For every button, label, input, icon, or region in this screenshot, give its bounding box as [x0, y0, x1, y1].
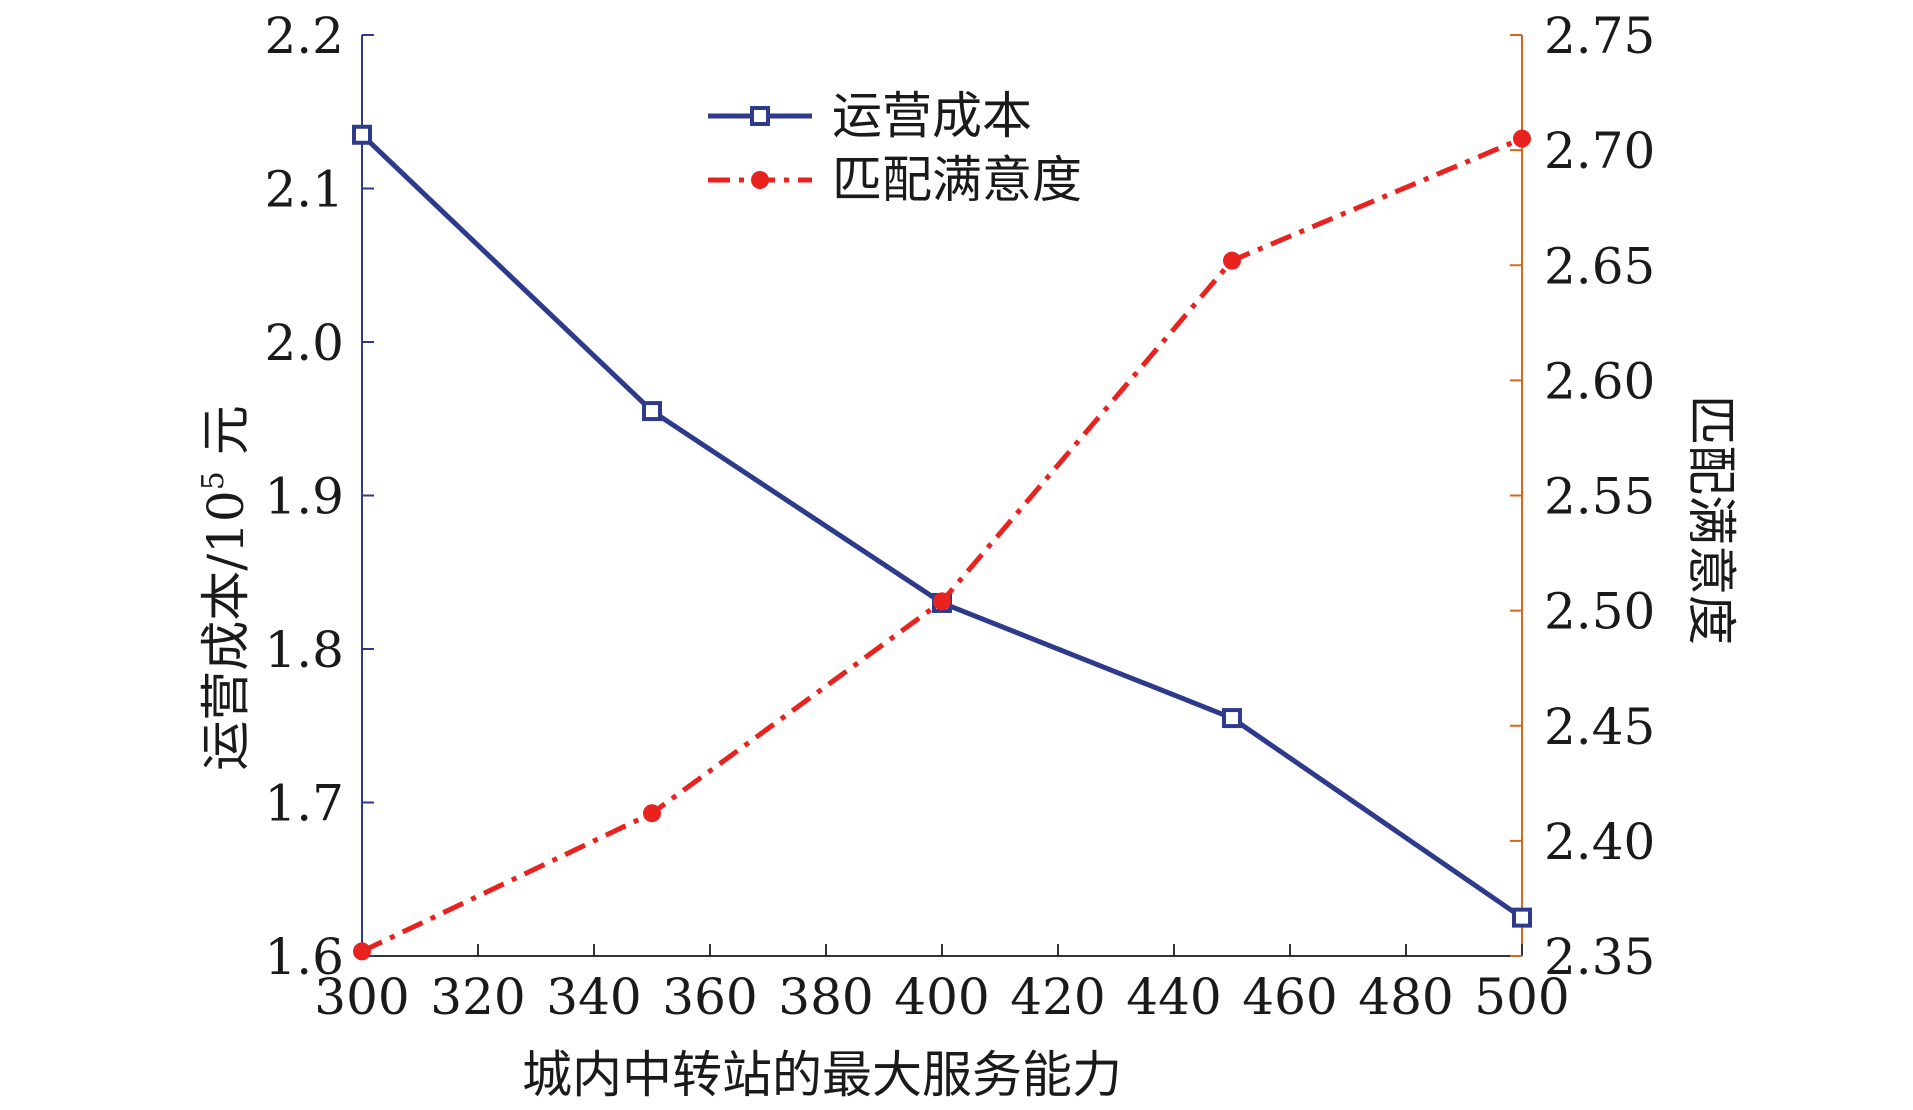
x-axis-title: 城内中转站的最大服务能力 — [522, 1046, 1122, 1104]
x-tick-label: 440 — [1126, 968, 1221, 1026]
legend-label-operating-cost: 运营成本 — [832, 87, 1032, 145]
data-point-circle — [643, 804, 661, 823]
data-point-square — [1222, 708, 1242, 729]
y-axis-title-right: 匹配满意度 — [1682, 395, 1740, 645]
y-right-tick-label: 2.45 — [1544, 698, 1655, 756]
x-tick-label: 360 — [662, 968, 757, 1026]
data-point-circle — [1223, 251, 1241, 270]
series-layer — [352, 124, 1532, 961]
y-right-tick-label: 2.35 — [1544, 928, 1655, 986]
data-point-circle — [933, 592, 951, 611]
y-right-tick-label: 2.50 — [1544, 583, 1655, 641]
data-point-square — [352, 124, 372, 145]
legend: 运营成本 匹配满意度 — [708, 87, 1082, 209]
y-left-tick-label: 2.2 — [264, 7, 344, 65]
y-ticks-left: 1.6 1.7 1.8 1.9 2.0 2.1 2.2 — [264, 7, 374, 986]
y-axis-title-left-unit: 元 — [197, 405, 255, 471]
y-left-tick-label: 1.8 — [264, 621, 344, 679]
x-tick-label: 460 — [1242, 968, 1337, 1026]
series-line-matching-satisfaction — [360, 136, 1523, 954]
y-ticks-right: 2.35 2.40 2.45 2.50 2.55 2.60 2.65 2.70 2.75 — [1510, 7, 1655, 986]
y-axis-title-left-main: 运营成本/10 — [197, 490, 255, 770]
legend-marker-square — [750, 106, 770, 126]
data-point-square — [642, 401, 662, 422]
y-right-tick-label: 2.55 — [1544, 468, 1655, 526]
x-tick-label: 340 — [546, 968, 641, 1026]
x-tick-label: 320 — [430, 968, 525, 1026]
series-line-operating-cost — [360, 132, 1524, 920]
y-axis-title-left-superscript: 5 — [196, 471, 231, 490]
x-tick-label: 300 — [314, 968, 409, 1026]
x-tick-label: 420 — [1010, 968, 1105, 1026]
y-axis-title-left: 运营成本/105 元 — [196, 405, 255, 770]
legend-marker-circle — [751, 171, 769, 189]
y-left-tick-label: 1.6 — [264, 928, 344, 986]
y-left-tick-label: 2.0 — [264, 314, 344, 372]
y-left-tick-label: 1.9 — [264, 468, 344, 526]
x-ticks: 300 320 340 360 380 400 420 440 460 480 500 — [314, 944, 1570, 1026]
y-right-tick-label: 2.75 — [1544, 7, 1655, 65]
x-tick-label: 380 — [778, 968, 873, 1026]
y-right-tick-label: 2.70 — [1544, 122, 1655, 180]
y-left-tick-label: 1.7 — [264, 775, 344, 833]
x-tick-label: 400 — [894, 968, 989, 1026]
legend-label-matching-satisfaction: 匹配满意度 — [832, 151, 1082, 209]
y-right-tick-label: 2.65 — [1544, 237, 1655, 295]
data-point-circle — [1513, 129, 1531, 148]
data-point-square — [1512, 907, 1532, 928]
y-left-tick-label: 2.1 — [264, 161, 344, 219]
y-right-tick-label: 2.60 — [1544, 352, 1655, 410]
x-tick-label: 480 — [1358, 968, 1453, 1026]
x-tick-label: 500 — [1474, 968, 1569, 1026]
y-right-tick-label: 2.40 — [1544, 813, 1655, 871]
data-point-circle — [353, 942, 371, 961]
